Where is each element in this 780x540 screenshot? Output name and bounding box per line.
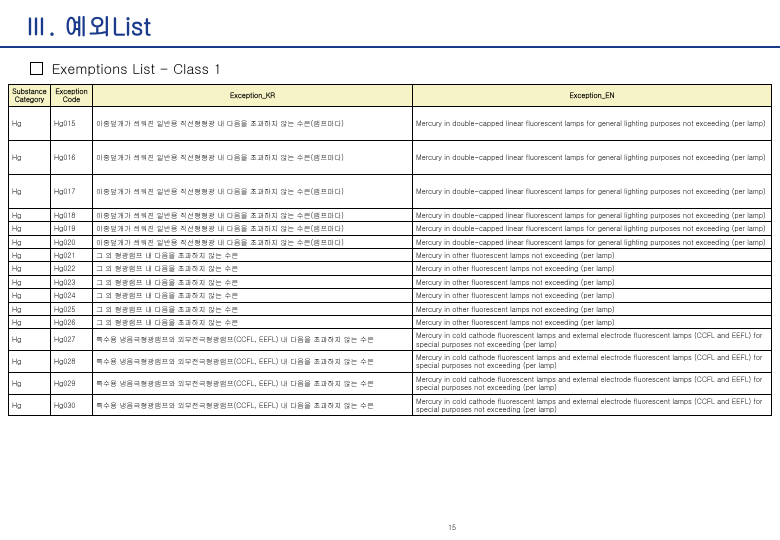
- cell-category: Hg: [9, 140, 51, 174]
- cell-kr: 이중덮개가 씌워진 일반용 직선형형광 내 다음을 초과하지 않는 수은(램프마…: [93, 106, 413, 140]
- cell-code: Hg017: [51, 174, 93, 208]
- page-number: 15: [448, 522, 456, 532]
- cell-kr: 이중덮개가 씌워진 일반용 직선형형광 내 다음을 초과하지 않는 수은(램프마…: [93, 222, 413, 235]
- cell-en: Mercury in cold cathode fluorescent lamp…: [413, 329, 772, 351]
- table-container: Substance Category Exception Code Except…: [0, 84, 780, 416]
- table-row: HgHg022그 외 형광램프 내 다음을 초과하지 않는 수은Mercury …: [9, 262, 772, 275]
- cell-en: Mercury in cold cathode fluorescent lamp…: [413, 372, 772, 394]
- cell-category: Hg: [9, 235, 51, 248]
- cell-en: Mercury in other fluorescent lamps not e…: [413, 289, 772, 302]
- cell-en: Mercury in double-capped linear fluoresc…: [413, 106, 772, 140]
- cell-code: Hg020: [51, 235, 93, 248]
- table-row: HgHg024그 외 형광램프 내 다음을 초과하지 않는 수은Mercury …: [9, 289, 772, 302]
- cell-kr: 이중덮개가 씌워진 일반용 직선형형광 내 다음을 초과하지 않는 수은(램프마…: [93, 208, 413, 221]
- cell-code: Hg019: [51, 222, 93, 235]
- cell-category: Hg: [9, 262, 51, 275]
- col-header-category: Substance Category: [9, 85, 51, 107]
- cell-en: Mercury in other fluorescent lamps not e…: [413, 248, 772, 261]
- cell-kr: 그 외 형광램프 내 다음을 초과하지 않는 수은: [93, 315, 413, 328]
- cell-en: Mercury in cold cathode fluorescent lamp…: [413, 394, 772, 416]
- cell-kr: 특수용 냉음극형광램프와 외부전극형광램프(CCFL, EEFL) 내 다음을 …: [93, 329, 413, 351]
- cell-en: Mercury in cold cathode fluorescent lamp…: [413, 351, 772, 373]
- table-header-row: Substance Category Exception Code Except…: [9, 85, 772, 107]
- table-row: HgHg028특수용 냉음극형광램프와 외부전극형광램프(CCFL, EEFL)…: [9, 351, 772, 373]
- cell-en: Mercury in other fluorescent lamps not e…: [413, 302, 772, 315]
- cell-category: Hg: [9, 394, 51, 416]
- table-row: HgHg023그 외 형광램프 내 다음을 초과하지 않는 수은Mercury …: [9, 275, 772, 288]
- square-icon: [30, 62, 43, 75]
- cell-category: Hg: [9, 351, 51, 373]
- exemptions-table: Substance Category Exception Code Except…: [8, 84, 772, 416]
- cell-code: Hg028: [51, 351, 93, 373]
- cell-category: Hg: [9, 289, 51, 302]
- table-body: HgHg015이중덮개가 씌워진 일반용 직선형형광 내 다음을 초과하지 않는…: [9, 106, 772, 416]
- cell-kr: 그 외 형광램프 내 다음을 초과하지 않는 수은: [93, 248, 413, 261]
- cell-en: Mercury in other fluorescent lamps not e…: [413, 262, 772, 275]
- cell-kr: 특수용 냉음극형광램프와 외부전극형광램프(CCFL, EEFL) 내 다음을 …: [93, 372, 413, 394]
- cell-kr: 그 외 형광램프 내 다음을 초과하지 않는 수은: [93, 262, 413, 275]
- col-header-code: Exception Code: [51, 85, 93, 107]
- cell-code: Hg024: [51, 289, 93, 302]
- cell-kr: 특수용 냉음극형광램프와 외부전극형광램프(CCFL, EEFL) 내 다음을 …: [93, 394, 413, 416]
- cell-code: Hg025: [51, 302, 93, 315]
- cell-kr: 이중덮개가 씌워진 일반용 직선형형광 내 다음을 초과하지 않는 수은(램프마…: [93, 174, 413, 208]
- cell-code: Hg027: [51, 329, 93, 351]
- cell-category: Hg: [9, 208, 51, 221]
- cell-kr: 그 외 형광램프 내 다음을 초과하지 않는 수은: [93, 275, 413, 288]
- table-row: HgHg019이중덮개가 씌워진 일반용 직선형형광 내 다음을 초과하지 않는…: [9, 222, 772, 235]
- title-underline: [0, 46, 780, 48]
- cell-en: Mercury in double-capped linear fluoresc…: [413, 222, 772, 235]
- subtitle-text: Exemptions List - Class 1: [52, 58, 222, 78]
- cell-en: Mercury in double-capped linear fluoresc…: [413, 208, 772, 221]
- table-row: HgHg015이중덮개가 씌워진 일반용 직선형형광 내 다음을 초과하지 않는…: [9, 106, 772, 140]
- cell-code: Hg022: [51, 262, 93, 275]
- cell-category: Hg: [9, 248, 51, 261]
- cell-category: Hg: [9, 106, 51, 140]
- table-row: HgHg017이중덮개가 씌워진 일반용 직선형형광 내 다음을 초과하지 않는…: [9, 174, 772, 208]
- cell-code: Hg023: [51, 275, 93, 288]
- col-header-en: Exception_EN: [413, 85, 772, 107]
- cell-en: Mercury in double-capped linear fluoresc…: [413, 174, 772, 208]
- table-row: HgHg016이중덮개가 씌워진 일반용 직선형형광 내 다음을 초과하지 않는…: [9, 140, 772, 174]
- cell-code: Hg016: [51, 140, 93, 174]
- table-row: HgHg026그 외 형광램프 내 다음을 초과하지 않는 수은Mercury …: [9, 315, 772, 328]
- cell-category: Hg: [9, 302, 51, 315]
- cell-category: Hg: [9, 275, 51, 288]
- cell-category: Hg: [9, 222, 51, 235]
- cell-kr: 그 외 형광램프 내 다음을 초과하지 않는 수은: [93, 302, 413, 315]
- cell-en: Mercury in double-capped linear fluoresc…: [413, 235, 772, 248]
- cell-category: Hg: [9, 315, 51, 328]
- cell-kr: 이중덮개가 씌워진 일반용 직선형형광 내 다음을 초과하지 않는 수은(램프마…: [93, 140, 413, 174]
- col-header-kr: Exception_KR: [93, 85, 413, 107]
- table-row: HgHg018이중덮개가 씌워진 일반용 직선형형광 내 다음을 초과하지 않는…: [9, 208, 772, 221]
- cell-code: Hg030: [51, 394, 93, 416]
- cell-code: Hg018: [51, 208, 93, 221]
- page-title: Ⅲ. 예외List: [0, 0, 780, 44]
- cell-en: Mercury in double-capped linear fluoresc…: [413, 140, 772, 174]
- cell-code: Hg021: [51, 248, 93, 261]
- cell-kr: 특수용 냉음극형광램프와 외부전극형광램프(CCFL, EEFL) 내 다음을 …: [93, 351, 413, 373]
- subtitle: Exemptions List - Class 1: [0, 58, 780, 84]
- cell-code: Hg015: [51, 106, 93, 140]
- table-row: HgHg021그 외 형광램프 내 다음을 초과하지 않는 수은Mercury …: [9, 248, 772, 261]
- cell-en: Mercury in other fluorescent lamps not e…: [413, 275, 772, 288]
- cell-kr: 이중덮개가 씌워진 일반용 직선형형광 내 다음을 초과하지 않는 수은(램프마…: [93, 235, 413, 248]
- cell-kr: 그 외 형광램프 내 다음을 초과하지 않는 수은: [93, 289, 413, 302]
- table-row: HgHg029특수용 냉음극형광램프와 외부전극형광램프(CCFL, EEFL)…: [9, 372, 772, 394]
- table-row: HgHg030특수용 냉음극형광램프와 외부전극형광램프(CCFL, EEFL)…: [9, 394, 772, 416]
- cell-category: Hg: [9, 372, 51, 394]
- cell-category: Hg: [9, 174, 51, 208]
- cell-en: Mercury in other fluorescent lamps not e…: [413, 315, 772, 328]
- cell-category: Hg: [9, 329, 51, 351]
- table-row: HgHg025그 외 형광램프 내 다음을 초과하지 않는 수은Mercury …: [9, 302, 772, 315]
- cell-code: Hg029: [51, 372, 93, 394]
- table-row: HgHg027특수용 냉음극형광램프와 외부전극형광램프(CCFL, EEFL)…: [9, 329, 772, 351]
- cell-code: Hg026: [51, 315, 93, 328]
- table-row: HgHg020이중덮개가 씌워진 일반용 직선형형광 내 다음을 초과하지 않는…: [9, 235, 772, 248]
